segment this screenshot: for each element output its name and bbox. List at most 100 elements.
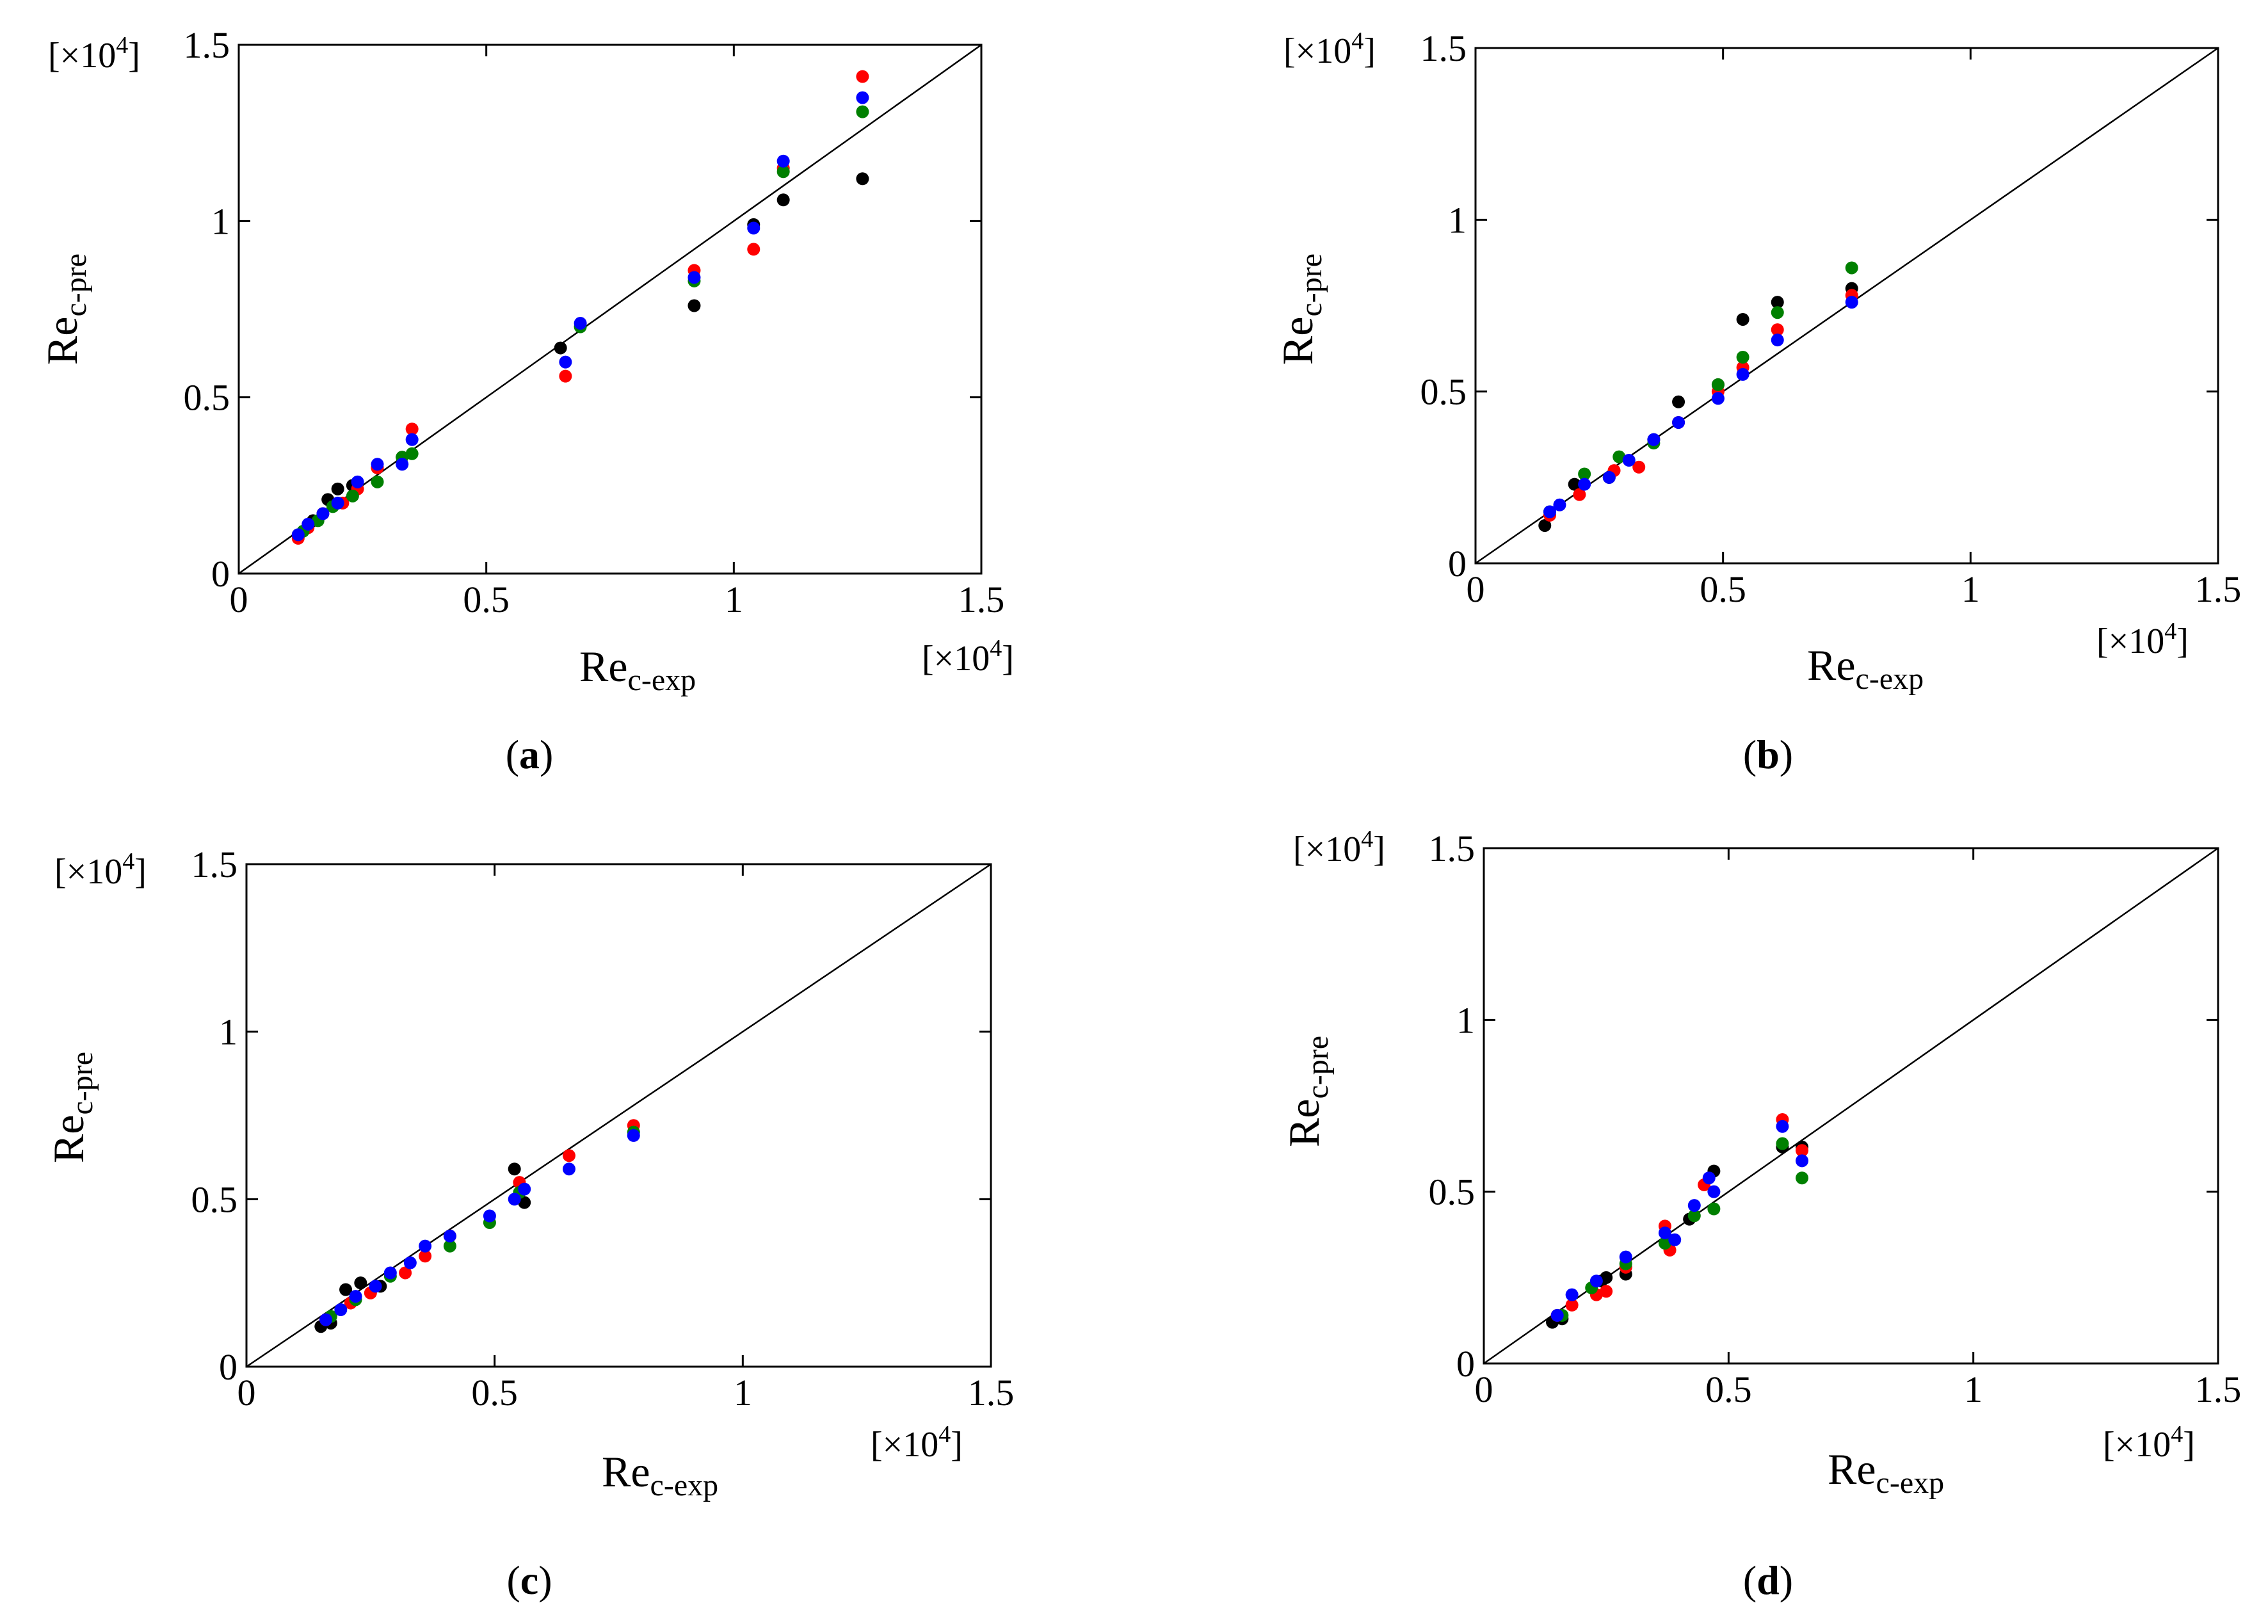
data-point-blue: [1668, 1233, 1682, 1246]
data-point-blue: [331, 496, 344, 510]
y-tick-label: 0: [1448, 543, 1467, 584]
data-point-red: [419, 1250, 432, 1263]
panels: 0 0 0.5 0.5 1 1 1.5 1.5 Rec-exp Rec-pre [×104] [×10…: [38, 24, 2241, 1603]
y-tick-label: 1: [1456, 999, 1475, 1041]
data-point-red: [1796, 1144, 1809, 1157]
data-point-red: [399, 1266, 412, 1280]
x-multiplier: [×104]: [2096, 618, 2189, 661]
data-point-blue: [396, 458, 409, 471]
data-point-blue: [1776, 1120, 1789, 1133]
data-point-black: [776, 193, 790, 207]
y-tick-label: 0.5: [191, 1178, 238, 1220]
data-point-blue: [291, 528, 305, 542]
plot-frame: [245, 863, 992, 1368]
data-point-green: [1771, 306, 1784, 319]
data-point-green: [776, 165, 790, 179]
data-point-black: [1736, 312, 1749, 326]
data-point-green: [1578, 467, 1591, 481]
data-point-blue: [776, 154, 790, 168]
x-tick-label: 1.5: [2195, 568, 2242, 610]
data-point-blue: [574, 317, 587, 330]
data-point-blue: [1553, 498, 1566, 511]
panel-label: (a): [506, 732, 554, 777]
x-tick-label: 1: [725, 579, 743, 620]
data-point-blue: [508, 1193, 521, 1206]
data-point-blue: [319, 1313, 333, 1326]
panel-label: (b): [1743, 732, 1793, 777]
plot-frame: [237, 44, 983, 575]
data-point-blue: [371, 458, 384, 471]
data-point-green: [1736, 351, 1749, 364]
data-point-red: [1600, 1285, 1613, 1298]
x-tick-label: 0: [230, 579, 248, 620]
panel-label: (d): [1743, 1557, 1793, 1603]
data-point-red: [747, 243, 760, 256]
x-axis-label: Rec-exp: [1828, 1445, 1944, 1500]
x-tick-label: 0: [1475, 1369, 1493, 1410]
series-blue: [1550, 1120, 1809, 1322]
panel-label: (c): [506, 1557, 552, 1603]
y-tick-label: 1.5: [1420, 28, 1467, 69]
panel-d: 000.50.5111.51.5Rec-expRec-pre[×104][×10…: [1280, 826, 2241, 1603]
y-tick-label: 0.5: [1429, 1171, 1476, 1213]
x-tick-label: 0.5: [1700, 568, 1746, 610]
data-point-black: [508, 1162, 521, 1176]
data-point-green: [1845, 261, 1858, 275]
y-tick-label: 0.5: [184, 377, 230, 419]
y-tick-label: 1: [219, 1011, 237, 1053]
series-blue: [319, 1129, 640, 1326]
data-point-black: [518, 1196, 531, 1209]
data-point-green: [856, 105, 869, 118]
data-point-blue: [1845, 296, 1858, 309]
data-point-black: [1600, 1271, 1613, 1284]
data-point-blue: [1711, 392, 1725, 405]
series-black: [314, 1162, 531, 1333]
data-point-blue: [383, 1266, 397, 1280]
y-tick-label: 1.5: [1429, 828, 1476, 869]
data-point-blue: [1771, 334, 1784, 347]
data-point-black: [1672, 395, 1685, 408]
data-point-blue: [302, 517, 315, 531]
data-point-green: [1658, 1237, 1671, 1250]
data-point-red: [1565, 1298, 1579, 1312]
data-point-green: [1776, 1137, 1789, 1150]
data-point-blue: [1707, 1185, 1721, 1198]
data-point-black: [354, 1276, 367, 1290]
data-point-blue: [627, 1129, 640, 1142]
data-point-blue: [688, 271, 701, 284]
plot-frame: [1483, 847, 2219, 1365]
data-point-blue: [316, 507, 330, 520]
x-tick-label: 0.5: [1705, 1369, 1752, 1410]
data-point-green: [1711, 378, 1725, 391]
y-axis-label: Rec-pre: [44, 1052, 99, 1163]
data-point-blue: [334, 1303, 348, 1317]
y-tick-label: 1.5: [191, 844, 238, 885]
series-blue: [1543, 296, 1858, 519]
data-point-blue: [1602, 470, 1616, 484]
data-point-red: [562, 1149, 575, 1162]
y-tick-label: 0.5: [1420, 371, 1467, 413]
data-point-blue: [1702, 1171, 1716, 1185]
data-point-blue: [403, 1256, 417, 1269]
panel-b: 000.50.5111.51.5Rec-expRec-pre[×104][×10…: [1273, 28, 2241, 777]
data-point-blue: [349, 1290, 362, 1303]
data-point-blue: [559, 355, 572, 369]
y-multiplier: [×104]: [1283, 28, 1376, 71]
series-blue: [291, 91, 869, 542]
data-point-red: [405, 422, 419, 436]
data-point-blue: [1565, 1288, 1579, 1301]
data-point-blue: [369, 1280, 382, 1293]
plot-frame: [1474, 47, 2219, 565]
data-point-black: [688, 299, 701, 312]
data-point-blue: [1622, 454, 1636, 467]
data-point-green: [1613, 450, 1626, 463]
data-point-green: [443, 1239, 456, 1253]
x-multiplier: [×104]: [871, 1421, 963, 1465]
data-point-blue: [747, 221, 760, 235]
x-tick-label: 1.5: [958, 579, 1005, 620]
data-point-green: [371, 475, 384, 488]
panel-a: 000.50.5111.51.5Rec-expRec-pre[×104][×10…: [38, 24, 1014, 777]
x-tick-label: 1.5: [968, 1372, 1015, 1413]
series-red: [319, 1119, 640, 1326]
